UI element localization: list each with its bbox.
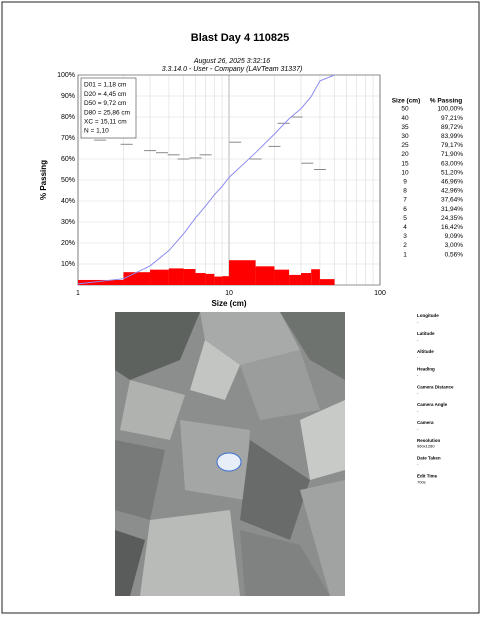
page: {"chart_data": {"type": "line", "title":…: [0, 0, 482, 616]
table-cell: 9,09%: [445, 233, 464, 240]
histogram-bar: [320, 279, 335, 285]
table-cell: 25: [401, 142, 409, 149]
table-cell: 7: [403, 197, 407, 204]
y-tick-label: 10%: [61, 261, 75, 268]
table-cell: 46,96%: [441, 179, 463, 186]
table-cell: 35: [401, 124, 409, 131]
table-header: % Passing: [430, 98, 463, 105]
subtitle: 3.3.14.0 - User - Company (LAVTeam 31337…: [162, 66, 303, 73]
table-cell: 31,94%: [441, 206, 463, 213]
histogram-bar: [196, 273, 206, 285]
y-tick-label: 80%: [61, 114, 75, 121]
subtitle: August 26, 2025 3:32:16: [193, 58, 270, 65]
meta-label: Resolution: [417, 438, 441, 443]
table-cell: 2: [403, 242, 407, 249]
report: Blast Day 4 110825 August 26, 2025 3:32:…: [0, 0, 482, 616]
x-tick-label: 100: [374, 290, 386, 297]
table-cell: 51,20%: [441, 169, 463, 176]
meta-label: Latitude: [417, 331, 435, 336]
table-cell: 9: [403, 179, 407, 186]
table-cell: 42,96%: [441, 188, 463, 195]
table-cell: 10: [401, 169, 409, 176]
meta-label: Camera Angle: [417, 402, 448, 407]
table-cell: 8: [403, 188, 407, 195]
y-tick-label: 100%: [57, 72, 75, 79]
table-cell: 20: [401, 151, 409, 158]
stat-line: D50 = 9,72 cm: [84, 100, 126, 107]
histogram-bar: [184, 269, 196, 285]
histogram-bar: [150, 270, 169, 285]
histogram-bar: [289, 275, 301, 285]
stat-line: D20 = 4,45 cm: [84, 91, 126, 98]
photo: [115, 312, 345, 596]
table-cell: 6: [403, 206, 407, 213]
meta-label: Heading: [417, 367, 435, 372]
stat-line: XC = 15,11 cm: [84, 119, 127, 126]
y-tick-label: 40%: [61, 198, 75, 205]
table-cell: 15: [401, 160, 409, 167]
table-cell: 40: [401, 115, 409, 122]
table-cell: 5: [403, 215, 407, 222]
meta-label: Camera Distance: [417, 384, 454, 389]
table-cell: 100,00%: [437, 106, 463, 113]
y-tick-label: 90%: [61, 93, 75, 100]
x-tick-label: 1: [76, 290, 80, 297]
table-cell: 1: [403, 251, 407, 258]
table-cell: 3,00%: [445, 242, 464, 249]
meta-value: 700s: [417, 479, 426, 484]
table-cell: 24,35%: [441, 215, 463, 222]
x-axis-label: Size (cm): [211, 299, 246, 308]
histogram-bar: [301, 273, 311, 285]
table-cell: 3: [403, 233, 407, 240]
histogram-bar: [229, 260, 256, 285]
table-cell: 37,64%: [441, 197, 463, 204]
meta-label: Edit Time: [417, 473, 438, 478]
histogram-bar: [214, 277, 222, 285]
histogram-bar: [78, 280, 123, 285]
table-cell: 97,21%: [441, 115, 463, 122]
stat-line: N = 1,10: [84, 128, 109, 135]
y-axis-label: % Passing: [39, 160, 48, 200]
meta-label: Date Taken: [417, 456, 441, 461]
table-cell: 79,17%: [441, 142, 463, 149]
table-cell: 71,90%: [441, 151, 463, 158]
y-tick-label: 70%: [61, 135, 75, 142]
table-cell: 50: [401, 106, 409, 113]
x-tick-label: 10: [225, 290, 233, 297]
table-cell: 4: [403, 224, 407, 231]
y-tick-label: 60%: [61, 156, 75, 163]
meta-label: Camera: [417, 420, 434, 425]
y-tick-label: 30%: [61, 219, 75, 226]
histogram-bar: [256, 266, 275, 285]
table-cell: 30: [401, 133, 409, 140]
table-cell: 83,99%: [441, 133, 463, 140]
table-cell: 0,56%: [445, 251, 464, 258]
meta-label: Longitude: [417, 313, 439, 318]
stat-line: D80 = 25,86 cm: [84, 109, 130, 116]
stat-line: D01 = 1,18 cm: [84, 82, 126, 89]
y-tick-label: 20%: [61, 240, 75, 247]
histogram-bar: [274, 270, 289, 285]
histogram-bar: [206, 274, 215, 285]
table-header: Size (cm): [392, 98, 421, 105]
y-tick-label: 50%: [61, 177, 75, 184]
histogram-bar: [311, 269, 320, 285]
histogram-bar: [123, 272, 150, 285]
table-cell: 63,00%: [441, 160, 463, 167]
meta-label: Altitude: [417, 349, 434, 354]
chart-title: Blast Day 4 110825: [191, 32, 289, 44]
table-cell: 16,42%: [441, 224, 463, 231]
table-cell: 89,72%: [441, 124, 463, 131]
histogram-bar: [169, 268, 184, 285]
histogram-bar: [222, 276, 229, 285]
meta-value: 960x1280: [417, 444, 435, 449]
